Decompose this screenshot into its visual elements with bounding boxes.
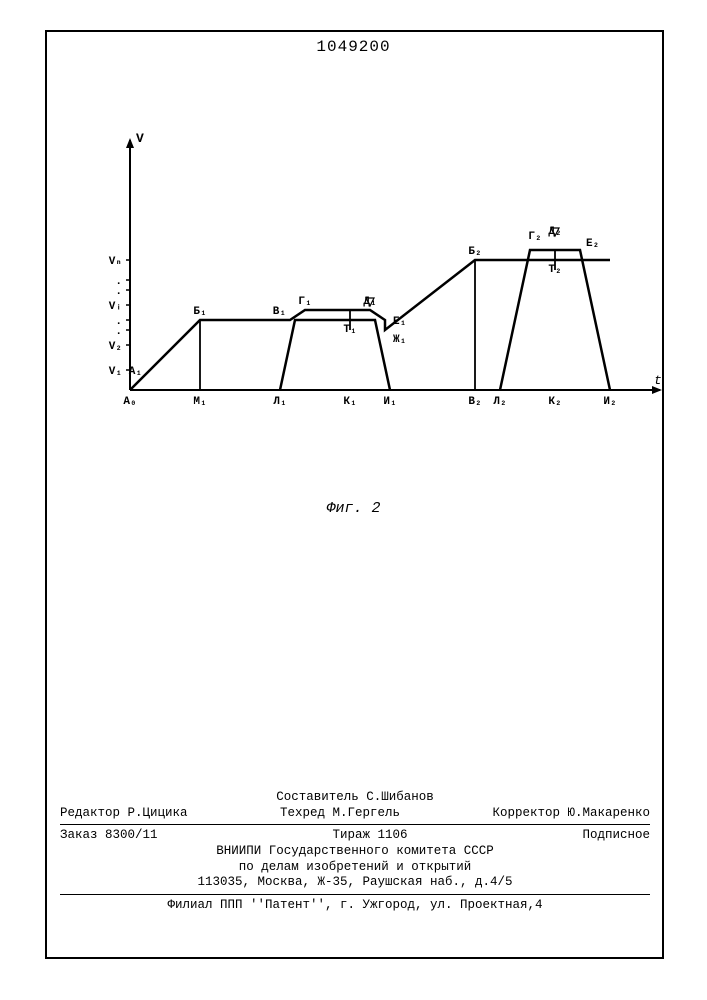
- vertical-label: Т₁: [343, 324, 356, 336]
- y-tick-label: V₁: [109, 366, 122, 378]
- subscription: Подписное: [582, 828, 650, 844]
- point-label: Б₁: [193, 306, 206, 318]
- pulse-base-label: К₂: [548, 396, 561, 408]
- corrector-label: Корректор: [492, 806, 560, 820]
- point-label: Г₁: [298, 296, 311, 308]
- y-tick-label: .: [115, 316, 122, 328]
- main-curve: [130, 260, 610, 390]
- vertical-label: Т₂: [548, 264, 561, 276]
- pulse-base-label: И₂: [603, 396, 616, 408]
- techred-label: Техред: [280, 806, 325, 820]
- tirazh-label: Тираж: [332, 828, 370, 842]
- y-axis-label: V: [136, 131, 144, 146]
- page: 1049200 VtV₁V₂..Vᵢ..VₙЛ₁К₁И₁Л₂К₂И₂М₁В₂Т₁…: [0, 0, 707, 1000]
- pulse-base-label: И₁: [383, 396, 396, 408]
- point-label: В₁: [273, 306, 286, 318]
- point-label: Ж₁: [393, 334, 406, 346]
- point-label: Б₂: [468, 246, 481, 258]
- org-line-2: по делам изобретений и открытий: [60, 860, 650, 876]
- y-tick-label: .: [115, 276, 122, 288]
- pulse-base-label: К₁: [343, 396, 356, 408]
- y-tick-label: V₂: [109, 341, 122, 353]
- order-value: 8300/11: [105, 828, 158, 842]
- addr-line-1: 113035, Москва, Ж-35, Раушская наб., д.4…: [60, 875, 650, 891]
- diagram-container: VtV₁V₂..Vᵢ..VₙЛ₁К₁И₁Л₂К₂И₂М₁В₂Т₁Т₂А₀А₁Б₁…: [80, 170, 640, 490]
- corrector-name: Ю.Макаренко: [567, 806, 650, 820]
- pulse-1: [280, 320, 390, 390]
- editor-label: Редактор: [60, 806, 120, 820]
- point-label: А₀: [123, 396, 136, 408]
- document-number: 1049200: [0, 38, 707, 56]
- figure-caption: Фиг. 2: [0, 500, 707, 517]
- y-tick-label: Vᵢ: [109, 301, 122, 313]
- pulse-base-label: Л₂: [493, 396, 506, 408]
- vertical-label: В₂: [468, 396, 481, 408]
- point-label: Е₂: [586, 238, 599, 250]
- composer-label: Составитель: [276, 790, 359, 804]
- techred-name: М.Гергель: [333, 806, 401, 820]
- point-label: Г₂: [528, 231, 541, 243]
- vertical-label: М₁: [193, 396, 206, 408]
- editor-name: Р.Цицика: [128, 806, 188, 820]
- divider: [60, 894, 650, 895]
- divider: [60, 824, 650, 825]
- org-line-3: Филиал ППП ''Патент'', г. Ужгород, ул. П…: [60, 898, 650, 914]
- y-tick-label: Vₙ: [109, 256, 122, 268]
- point-label: Е₁: [393, 316, 406, 328]
- x-axis-label: t: [654, 373, 662, 388]
- colophon: Составитель С.Шибанов Редактор Р.Цицика …: [60, 790, 650, 913]
- point-label: А₁: [129, 366, 142, 378]
- tirazh-value: 1106: [378, 828, 408, 842]
- order-label: Заказ: [60, 828, 98, 842]
- diagram-svg: VtV₁V₂..Vᵢ..VₙЛ₁К₁И₁Л₂К₂И₂М₁В₂Т₁Т₂А₀А₁Б₁…: [80, 170, 640, 490]
- composer-name: С.Шибанов: [366, 790, 434, 804]
- org-line-1: ВНИИПИ Государственного комитета СССР: [60, 844, 650, 860]
- pulse-base-label: Л₁: [273, 396, 286, 408]
